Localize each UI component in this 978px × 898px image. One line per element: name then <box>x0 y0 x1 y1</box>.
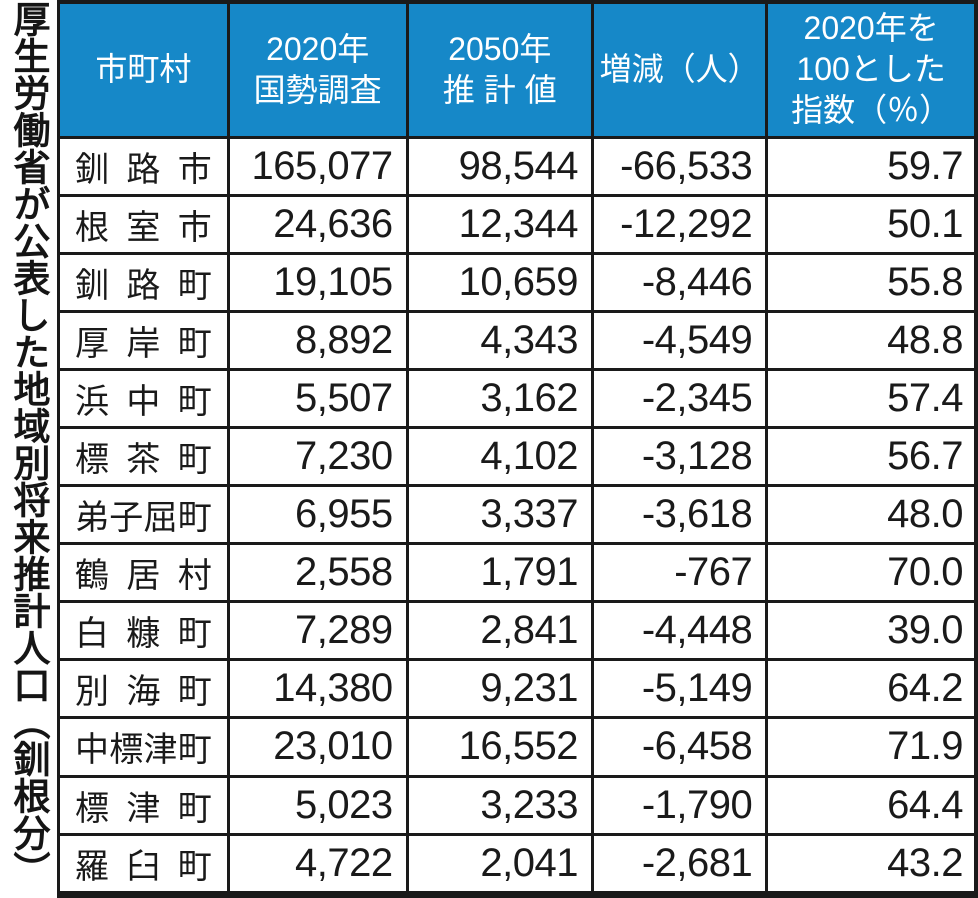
cell-projection-2050: 3,337 <box>405 484 594 546</box>
cell-change: -8,446 <box>590 251 769 313</box>
header-row: 市町村 2020年 国勢調査 2050年 推 計 値 増減（人） 2020年を … <box>57 0 978 139</box>
table-row: 釧路市 165,077 98,544 -66,533 59.7 <box>57 135 978 197</box>
cell-census-2020: 23,010 <box>226 716 409 778</box>
cell-index: 43.2 <box>765 832 978 898</box>
cell-change: -2,345 <box>590 367 769 429</box>
table-row: 中標津町 23,010 16,552 -6,458 71.9 <box>57 716 978 778</box>
cell-change: -3,128 <box>590 425 769 488</box>
cell-census-2020: 2,558 <box>226 542 409 604</box>
cell-projection-2050: 4,102 <box>405 425 594 488</box>
cell-census-2020: 19,105 <box>226 251 409 313</box>
cell-census-2020: 5,507 <box>226 367 409 429</box>
cell-index: 48.8 <box>765 309 978 371</box>
cell-index: 59.7 <box>765 135 978 197</box>
cell-municipality: 厚岸町 <box>57 309 230 371</box>
cell-municipality: 根室市 <box>57 193 230 255</box>
cell-index: 70.0 <box>765 542 978 604</box>
table-row: 厚岸町 8,892 4,343 -4,549 48.8 <box>57 309 978 371</box>
cell-municipality: 釧路町 <box>57 251 230 313</box>
cell-municipality: 弟子屈町 <box>57 484 230 546</box>
cell-index: 48.0 <box>765 484 978 546</box>
cell-municipality: 標茶町 <box>57 425 230 488</box>
cell-municipality: 標津町 <box>57 774 230 836</box>
cell-projection-2050: 10,659 <box>405 251 594 313</box>
cell-change: -4,549 <box>590 309 769 371</box>
cell-change: -1,790 <box>590 774 769 836</box>
cell-census-2020: 165,077 <box>226 135 409 197</box>
cell-projection-2050: 2,041 <box>405 832 594 898</box>
table-row: 羅臼町 4,722 2,041 -2,681 43.2 <box>57 832 978 898</box>
cell-index: 57.4 <box>765 367 978 429</box>
cell-municipality: 中標津町 <box>57 716 230 778</box>
cell-projection-2050: 4,343 <box>405 309 594 371</box>
cell-index: 56.7 <box>765 425 978 488</box>
cell-census-2020: 5,023 <box>226 774 409 836</box>
table-row: 根室市 24,636 12,344 -12,292 50.1 <box>57 193 978 255</box>
cell-projection-2050: 98,544 <box>405 135 594 197</box>
cell-projection-2050: 1,791 <box>405 542 594 604</box>
table-body: 釧路市 165,077 98,544 -66,533 59.7 根室市 24,6… <box>57 135 978 898</box>
cell-change: -66,533 <box>590 135 769 197</box>
population-projection-table: 市町村 2020年 国勢調査 2050年 推 計 値 増減（人） 2020年を … <box>57 0 978 898</box>
cell-census-2020: 7,230 <box>226 425 409 488</box>
col-header-projection-2050: 2050年 推 計 値 <box>405 0 594 139</box>
table-row: 浜中町 5,507 3,162 -2,345 57.4 <box>57 367 978 429</box>
cell-index: 64.4 <box>765 774 978 836</box>
cell-index: 55.8 <box>765 251 978 313</box>
cell-index: 39.0 <box>765 600 978 662</box>
cell-index: 64.2 <box>765 658 978 720</box>
cell-census-2020: 14,380 <box>226 658 409 720</box>
cell-municipality: 釧路市 <box>57 135 230 197</box>
cell-census-2020: 7,289 <box>226 600 409 662</box>
cell-municipality: 羅臼町 <box>57 832 230 898</box>
col-header-census-2020: 2020年 国勢調査 <box>226 0 409 139</box>
table-row: 白糠町 7,289 2,841 -4,448 39.0 <box>57 600 978 662</box>
cell-projection-2050: 12,344 <box>405 193 594 255</box>
cell-change: -767 <box>590 542 769 604</box>
table-row: 別海町 14,380 9,231 -5,149 64.2 <box>57 658 978 720</box>
cell-projection-2050: 3,162 <box>405 367 594 429</box>
cell-change: -3,618 <box>590 484 769 546</box>
cell-census-2020: 24,636 <box>226 193 409 255</box>
table-row: 標津町 5,023 3,233 -1,790 64.4 <box>57 774 978 836</box>
col-header-index: 2020年を 100とした 指数（％） <box>765 0 978 139</box>
cell-change: -12,292 <box>590 193 769 255</box>
cell-projection-2050: 3,233 <box>405 774 594 836</box>
cell-change: -5,149 <box>590 658 769 720</box>
table-row: 弟子屈町 6,955 3,337 -3,618 48.0 <box>57 484 978 546</box>
cell-census-2020: 4,722 <box>226 832 409 898</box>
cell-change: -2,681 <box>590 832 769 898</box>
col-header-change: 増減（人） <box>590 0 769 139</box>
cell-change: -4,448 <box>590 600 769 662</box>
cell-census-2020: 6,955 <box>226 484 409 546</box>
cell-municipality: 鶴居村 <box>57 542 230 604</box>
side-caption: 厚生労働省が公表した地域別将来推計人口（釧根分） <box>8 0 49 888</box>
cell-municipality: 白糠町 <box>57 600 230 662</box>
cell-index: 71.9 <box>765 716 978 778</box>
table-row: 標茶町 7,230 4,102 -3,128 56.7 <box>57 425 978 488</box>
col-header-municipality: 市町村 <box>57 0 230 139</box>
table-row: 鶴居村 2,558 1,791 -767 70.0 <box>57 542 978 604</box>
table-row: 釧路町 19,105 10,659 -8,446 55.8 <box>57 251 978 313</box>
cell-municipality: 別海町 <box>57 658 230 720</box>
cell-projection-2050: 9,231 <box>405 658 594 720</box>
cell-index: 50.1 <box>765 193 978 255</box>
cell-projection-2050: 16,552 <box>405 716 594 778</box>
table-container: 市町村 2020年 国勢調査 2050年 推 計 値 増減（人） 2020年を … <box>57 0 978 898</box>
cell-change: -6,458 <box>590 716 769 778</box>
cell-census-2020: 8,892 <box>226 309 409 371</box>
cell-projection-2050: 2,841 <box>405 600 594 662</box>
cell-municipality: 浜中町 <box>57 367 230 429</box>
